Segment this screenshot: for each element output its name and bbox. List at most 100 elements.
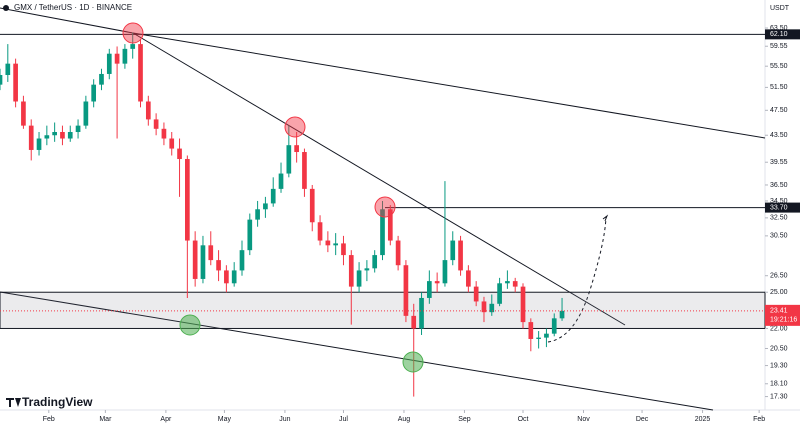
x-tick-label: Jul (339, 416, 348, 423)
projection-path (547, 216, 607, 343)
candle-body (44, 135, 50, 139)
candle-body (559, 310, 565, 319)
x-tick-label: Nov (577, 416, 590, 423)
candle-body (263, 203, 268, 210)
chart-title: GMX / TetherUS · 1D · BINANCE (14, 3, 132, 12)
y-tick-label: 22.00 (770, 325, 788, 332)
level-label-box (765, 202, 800, 213)
y-tick-label: 36.50 (770, 182, 788, 189)
candle-body (13, 63, 18, 102)
candle-body (505, 281, 510, 284)
trend-line (0, 291, 714, 411)
pivot-marker (122, 22, 144, 44)
trend-line (132, 32, 626, 326)
candle-body (192, 240, 198, 279)
x-tick-label: Aug (398, 416, 411, 423)
projection-arrow (602, 214, 609, 222)
x-tick-label: Mar (99, 416, 112, 423)
candle-body (551, 318, 557, 334)
candle-body (239, 250, 245, 271)
trend-line (0, 7, 134, 34)
candle-body (99, 73, 104, 85)
candle-body (145, 101, 151, 120)
y-tick-label: 19.30 (770, 362, 788, 369)
candle-body (528, 322, 534, 339)
support-zone (0, 291, 766, 329)
candle-body (372, 255, 378, 269)
x-tick-label: May (218, 416, 232, 423)
y-tick-label: 26.50 (770, 273, 788, 280)
candle-body (60, 132, 65, 139)
candle-body (270, 188, 276, 204)
pivot-marker (374, 196, 396, 218)
candle-body (434, 281, 440, 284)
candle-body (333, 243, 339, 246)
y-tick-label: 32.50 (770, 215, 788, 222)
candle-body (216, 260, 221, 271)
candle-body (36, 138, 42, 150)
unit-label: USDT (770, 5, 790, 12)
candle-body (512, 281, 518, 287)
candle-body (341, 243, 346, 256)
y-tick-label: 30.50 (770, 233, 788, 240)
candle-body (489, 303, 495, 313)
candle-body (364, 268, 370, 271)
candle-body (200, 245, 206, 279)
candle-body (387, 209, 393, 241)
candle-body (161, 128, 167, 139)
candle-body (247, 219, 253, 251)
candle-body (28, 125, 34, 150)
candle-body (536, 337, 541, 339)
y-tick-label: 18.10 (770, 381, 788, 388)
candle-body (450, 240, 456, 261)
candle-body (75, 125, 81, 133)
candle-body (114, 53, 120, 64)
candle-body (122, 48, 128, 64)
drawings (0, 0, 800, 411)
candle-body (185, 159, 190, 241)
countdown-label: 19:21:16 (770, 317, 797, 324)
y-tick-label: 43.50 (770, 132, 788, 139)
candle-body (380, 209, 385, 256)
y-tick-label: 51.50 (770, 84, 788, 91)
candle-body (130, 44, 136, 49)
x-tick-label: Oct (518, 416, 529, 423)
y-tick-label: 55.50 (770, 63, 788, 70)
candle-body (5, 63, 11, 76)
candle-body (403, 265, 409, 316)
candle-body (0, 75, 3, 85)
y-tick-label: 25.00 (770, 289, 788, 296)
candle-body (426, 281, 432, 298)
level-label: 33.70 (770, 204, 788, 211)
brand-icon (6, 398, 21, 407)
candle-body (208, 245, 214, 261)
candle-body (278, 173, 284, 189)
candle-body (224, 270, 229, 284)
candle-body (153, 119, 159, 129)
candle-body (83, 101, 89, 126)
brand-logo: TradingView (22, 395, 93, 409)
candle-body (286, 145, 292, 174)
pivot-marker (284, 116, 306, 138)
y-tick-label: 17.30 (770, 393, 788, 400)
last-price-label: 23.41 (770, 308, 788, 315)
candle-body (442, 260, 448, 284)
candle-body (138, 44, 143, 102)
trend-line (132, 32, 766, 139)
candle-body (520, 286, 526, 323)
y-tick-label: 63.50 (770, 25, 788, 32)
candle-body (481, 301, 487, 313)
candle-body (21, 101, 26, 126)
x-tick-label: Feb (43, 416, 55, 423)
candle-body (466, 270, 471, 287)
x-tick-label: Jun (279, 416, 290, 423)
candle-body (395, 240, 401, 266)
y-tick-label: 59.55 (770, 43, 788, 50)
symbol-icon (3, 5, 9, 11)
candle-body (325, 240, 331, 246)
candle-body (91, 84, 97, 102)
y-tick-label: 20.50 (770, 345, 788, 352)
candle-body (458, 240, 463, 271)
y-tick-label: 34.50 (770, 198, 788, 205)
